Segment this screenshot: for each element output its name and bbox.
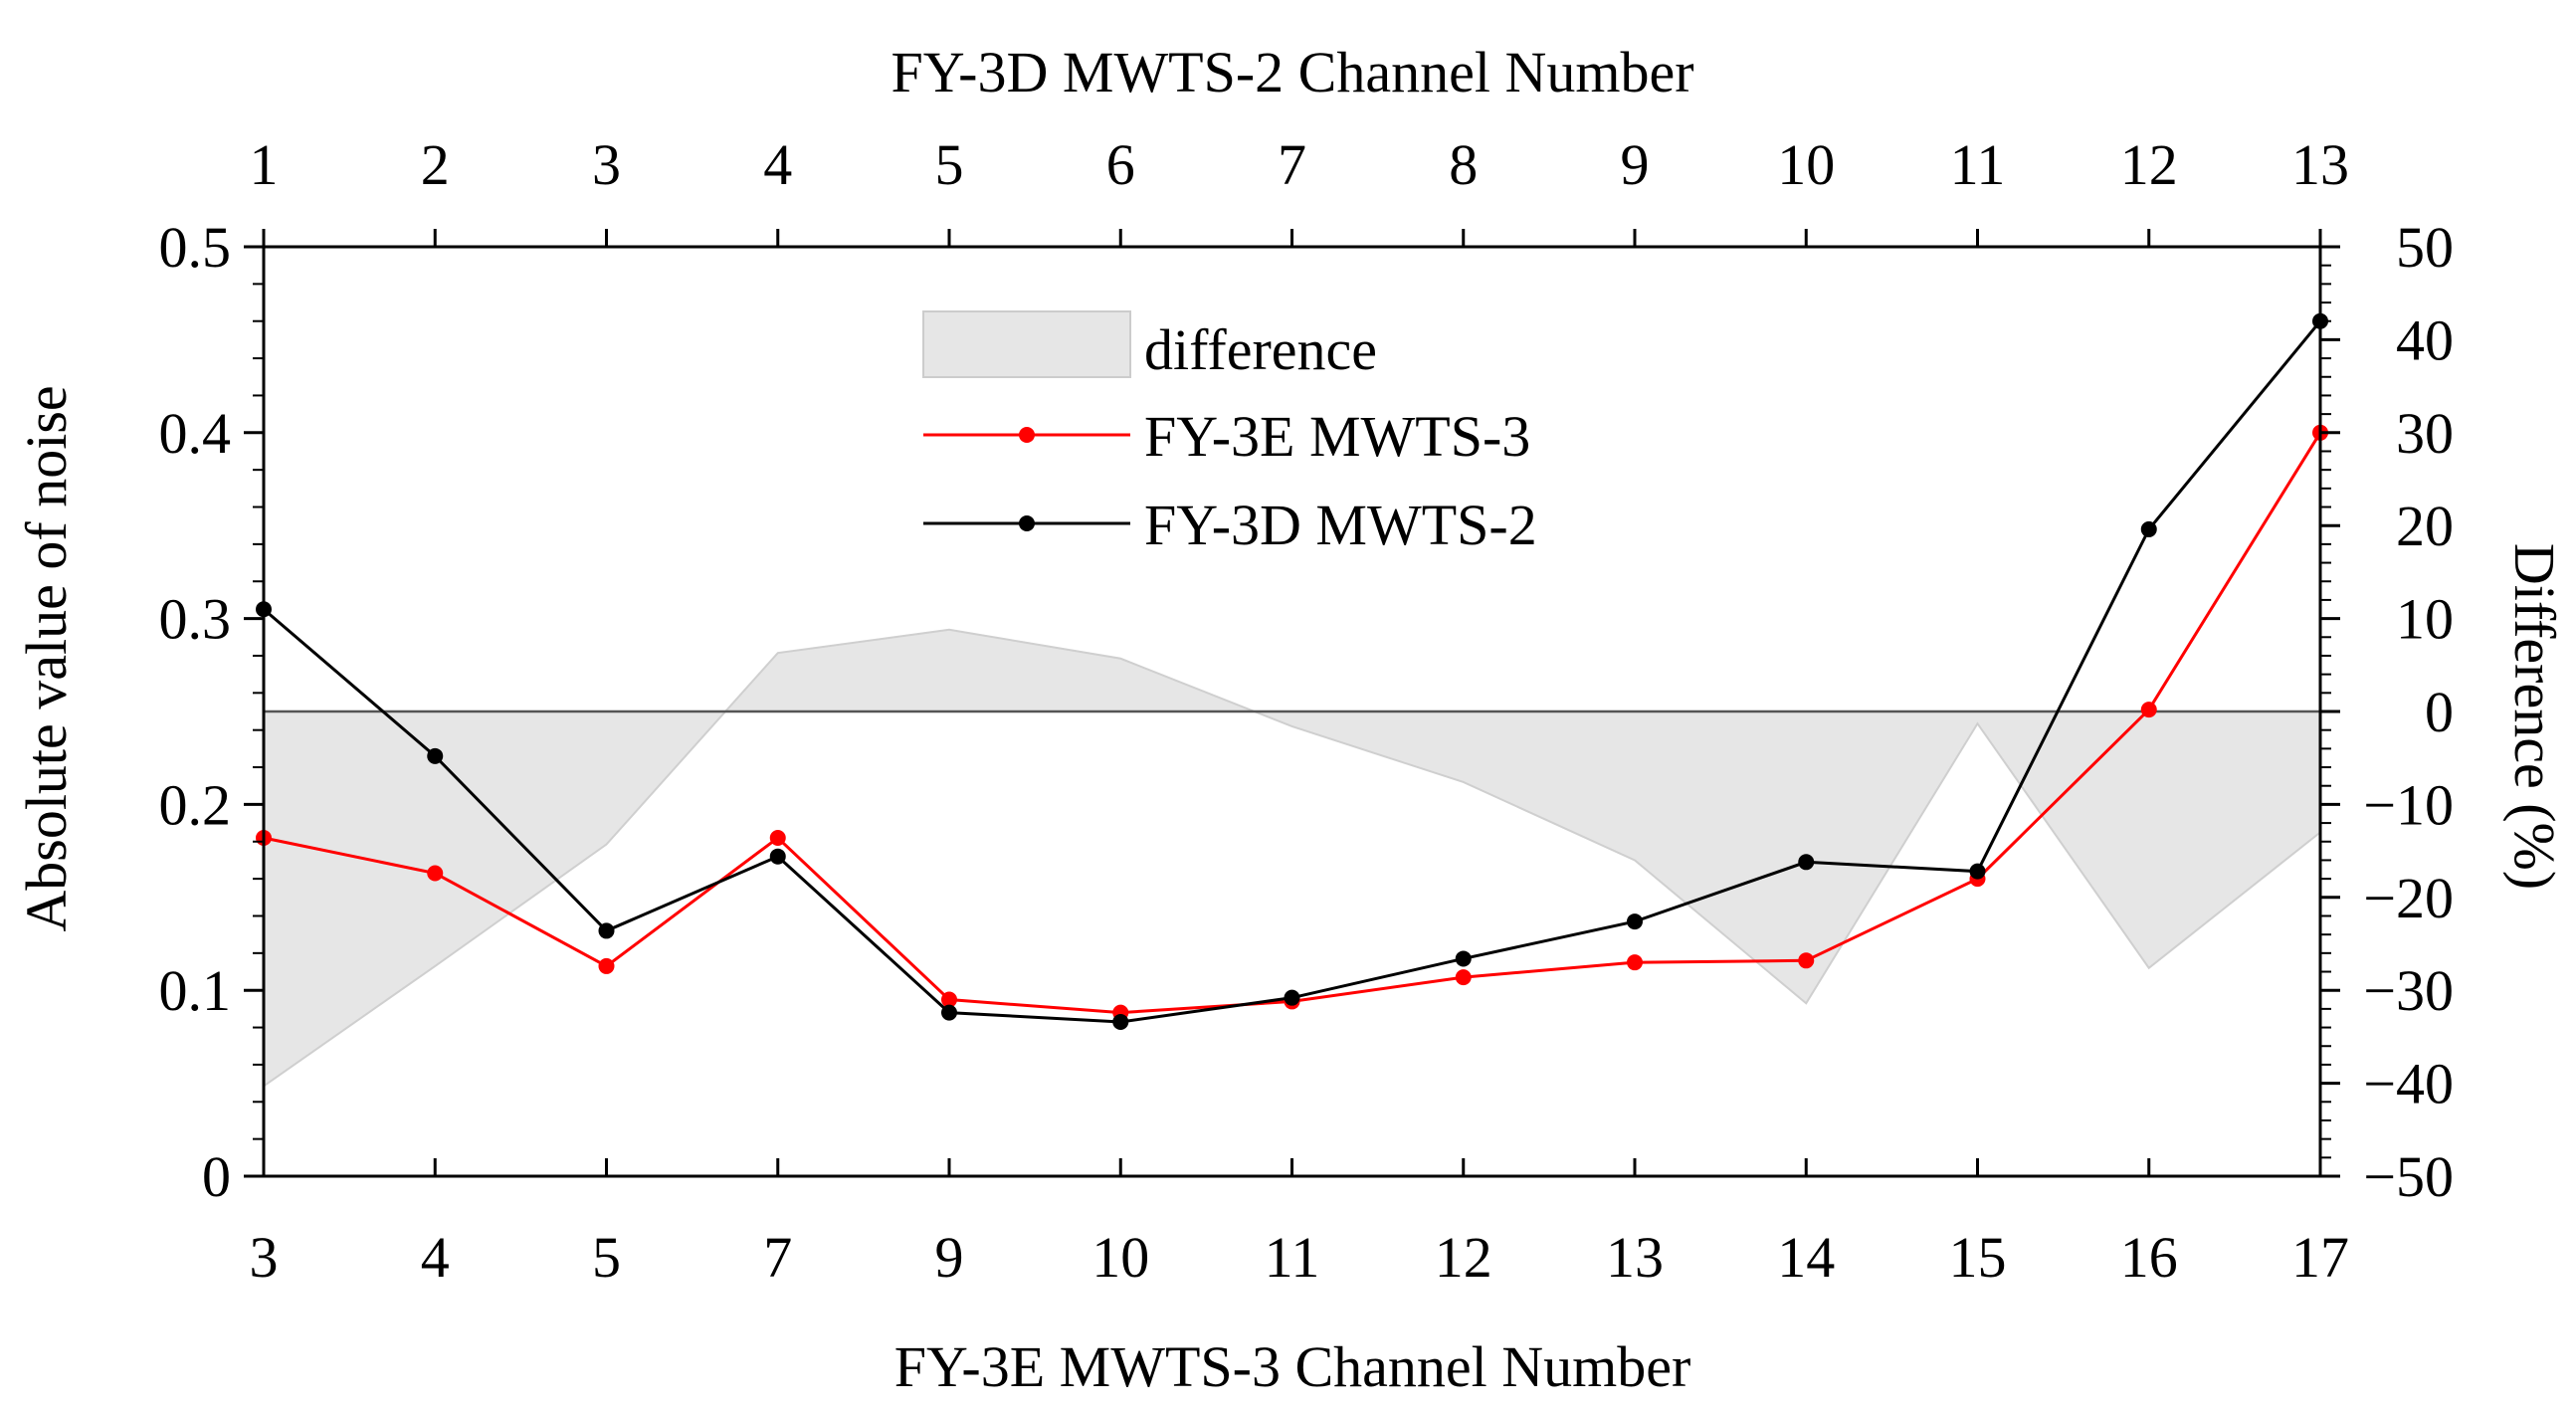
point-fy3d-10	[1112, 1013, 1129, 1030]
x-tick-label-top-7: 7	[1278, 132, 1306, 197]
tick-label-layer: 3142537495106117128139141015111612171300…	[159, 132, 2455, 1290]
x-tick-label-bottom-11: 11	[1265, 1225, 1320, 1290]
x-tick-label-top-6: 6	[1106, 132, 1135, 197]
x-tick-label-bottom-16: 16	[2120, 1225, 2178, 1290]
y-tick-label-right-8: 30	[2396, 401, 2454, 466]
x-tick-label-bottom-4: 4	[421, 1225, 450, 1290]
point-fy3e-14	[1798, 952, 1815, 969]
point-fy3e-9	[941, 991, 957, 1008]
tick-layer	[244, 229, 2340, 1178]
x-tick-label-top-3: 3	[592, 132, 621, 197]
x-tick-label-top-9: 9	[1621, 132, 1650, 197]
x-tick-label-top-5: 5	[935, 132, 964, 197]
legend-label-fy3e: FY-3E MWTS-3	[1144, 404, 1530, 469]
y-tick-label-left-0: 0	[202, 1144, 231, 1209]
y-tick-label-right-2: −30	[2363, 958, 2454, 1023]
point-fy3e-12	[1455, 969, 1472, 986]
x-tick-label-top-10: 10	[1777, 132, 1835, 197]
x-tick-label-bottom-15: 15	[1949, 1225, 2007, 1290]
y-tick-label-left-5: 0.5	[159, 215, 232, 280]
y-tick-label-right-3: −20	[2363, 866, 2454, 930]
legend-swatch-difference	[922, 310, 1131, 378]
x-tick-label-bottom-14: 14	[1777, 1225, 1835, 1290]
legend-marker-fy3d	[1019, 515, 1035, 531]
y-tick-label-right-0: −50	[2363, 1144, 2454, 1209]
y-tick-label-left-3: 0.3	[159, 587, 232, 652]
x-tick-label-top-12: 12	[2120, 132, 2178, 197]
point-fy3d-15	[1969, 863, 1986, 880]
point-fy3e-7	[769, 830, 786, 847]
legend-marker-fy3e	[1019, 427, 1035, 443]
point-fy3d-7	[769, 848, 786, 865]
legend: difference FY-3E MWTS-3 FY-3D MWTS-2	[922, 310, 1537, 557]
point-fy3d-16	[2140, 520, 2157, 537]
x-tick-label-top-8: 8	[1449, 132, 1478, 197]
point-fy3d-14	[1798, 854, 1815, 871]
x-tick-label-bottom-7: 7	[763, 1225, 792, 1290]
top-axis-title: FY-3D MWTS-2 Channel Number	[891, 40, 1693, 104]
x-tick-label-bottom-10: 10	[1091, 1225, 1149, 1290]
point-fy3e-13	[1627, 954, 1643, 971]
point-fy3e-5	[598, 957, 615, 974]
x-tick-label-bottom-17: 17	[2291, 1225, 2349, 1290]
y-tick-label-left-4: 0.4	[159, 401, 232, 466]
y-tick-label-right-5: 0	[2425, 680, 2454, 744]
y-tick-label-right-1: −40	[2363, 1052, 2454, 1116]
x-tick-label-bottom-5: 5	[592, 1225, 621, 1290]
x-tick-label-top-11: 11	[1950, 132, 2006, 197]
x-tick-label-bottom-9: 9	[935, 1225, 964, 1290]
legend-label-fy3d: FY-3D MWTS-2	[1144, 493, 1537, 557]
point-fy3d-11	[1284, 989, 1300, 1006]
point-fy3e-4	[427, 865, 444, 882]
x-tick-label-top-1: 1	[250, 132, 279, 197]
y-tick-label-right-10: 50	[2396, 215, 2454, 280]
bottom-axis-title: FY-3E MWTS-3 Channel Number	[894, 1334, 1691, 1399]
point-fy3d-4	[427, 747, 444, 764]
difference-area-layer	[263, 628, 2321, 1089]
right-axis-title: Difference (%)	[2502, 543, 2567, 890]
y-tick-label-right-6: 10	[2396, 587, 2454, 652]
point-fy3d-5	[598, 922, 615, 939]
series-layer	[256, 312, 2328, 1030]
point-fy3e-16	[2140, 702, 2157, 718]
legend-label-difference: difference	[1144, 317, 1377, 382]
x-tick-label-bottom-3: 3	[250, 1225, 279, 1290]
left-axis-title: Absolute value of noise	[14, 385, 79, 931]
y-tick-label-right-9: 40	[2396, 307, 2454, 372]
y-tick-label-left-1: 0.1	[159, 958, 232, 1023]
point-fy3d-12	[1455, 950, 1472, 967]
difference-area	[263, 628, 2321, 1089]
point-fy3d-9	[941, 1004, 957, 1021]
x-tick-label-bottom-12: 12	[1435, 1225, 1492, 1290]
x-tick-label-top-2: 2	[421, 132, 450, 197]
y-tick-label-left-2: 0.2	[159, 772, 232, 837]
x-tick-label-top-4: 4	[763, 132, 792, 197]
y-tick-label-right-7: 20	[2396, 494, 2454, 558]
point-fy3d-13	[1627, 913, 1643, 930]
y-tick-label-right-4: −10	[2363, 772, 2454, 837]
x-tick-label-bottom-13: 13	[1606, 1225, 1664, 1290]
x-tick-label-top-13: 13	[2291, 132, 2349, 197]
